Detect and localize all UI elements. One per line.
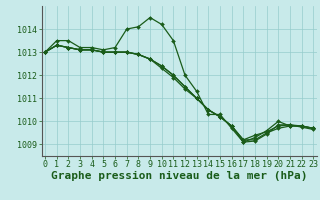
- X-axis label: Graphe pression niveau de la mer (hPa): Graphe pression niveau de la mer (hPa): [51, 171, 308, 181]
